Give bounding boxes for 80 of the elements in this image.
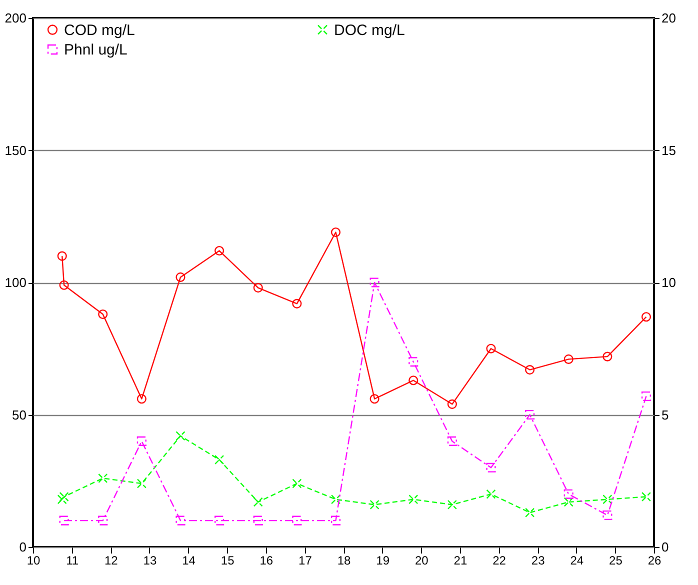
point bbox=[486, 462, 496, 472]
point bbox=[98, 309, 108, 320]
point bbox=[176, 516, 186, 526]
point bbox=[253, 283, 263, 293]
point bbox=[59, 516, 69, 526]
x-tick-label: 23 bbox=[531, 554, 546, 568]
point bbox=[370, 394, 380, 404]
point bbox=[408, 494, 418, 504]
y2-tick-label: 5 bbox=[662, 407, 669, 422]
point bbox=[602, 510, 612, 520]
x-tick-label: 26 bbox=[648, 554, 662, 568]
point bbox=[136, 478, 146, 488]
x-tick-label: 13 bbox=[143, 554, 157, 568]
y2-tick-label: 0 bbox=[662, 540, 669, 554]
y2-tick-label: 20 bbox=[662, 10, 676, 26]
point bbox=[330, 227, 341, 238]
point bbox=[330, 516, 341, 526]
x-tick-label: 18 bbox=[337, 554, 351, 568]
point bbox=[370, 278, 380, 288]
y-tick-label: 200 bbox=[4, 10, 26, 26]
point bbox=[564, 489, 574, 499]
point bbox=[408, 376, 418, 386]
y-tick-label: 50 bbox=[12, 407, 26, 422]
point bbox=[176, 431, 186, 441]
point bbox=[214, 454, 224, 464]
x-tick-label: 12 bbox=[104, 554, 118, 568]
point bbox=[292, 478, 302, 488]
point bbox=[214, 516, 224, 526]
point bbox=[98, 473, 108, 484]
point bbox=[253, 516, 263, 526]
point bbox=[136, 436, 146, 446]
point bbox=[447, 399, 457, 409]
x-tick-label: 10 bbox=[26, 554, 40, 568]
legend-label: DOC mg/L bbox=[334, 22, 405, 39]
x-tick-label: 17 bbox=[298, 554, 312, 568]
legend-label: Phnl ug/L bbox=[64, 42, 128, 58]
point bbox=[564, 354, 574, 364]
x-tick-label: 21 bbox=[454, 554, 468, 568]
x-tick-label: 16 bbox=[260, 554, 274, 568]
point bbox=[253, 497, 263, 507]
x-tick-label: 25 bbox=[609, 554, 623, 568]
point bbox=[408, 357, 418, 367]
point bbox=[564, 497, 574, 507]
point bbox=[57, 251, 67, 261]
point bbox=[447, 500, 457, 510]
point bbox=[525, 410, 535, 420]
point bbox=[136, 394, 146, 404]
point bbox=[330, 494, 341, 504]
x-tick-label: 15 bbox=[220, 554, 235, 568]
point bbox=[214, 246, 224, 256]
point bbox=[641, 391, 652, 402]
point bbox=[525, 365, 535, 375]
point bbox=[641, 312, 652, 322]
x-tick-label: 11 bbox=[66, 554, 79, 568]
point bbox=[57, 494, 67, 504]
y2-tick-label: 15 bbox=[662, 142, 676, 158]
legend-label: COD mg/L bbox=[64, 22, 135, 39]
point bbox=[370, 500, 380, 510]
x-tick-label: 24 bbox=[570, 554, 584, 568]
x-tick-label: 22 bbox=[492, 554, 506, 568]
point bbox=[292, 298, 302, 308]
point bbox=[292, 516, 302, 526]
point bbox=[486, 489, 496, 499]
point bbox=[602, 494, 612, 504]
point bbox=[602, 352, 612, 362]
y-tick-label: 150 bbox=[4, 142, 26, 158]
x-tick-label: 20 bbox=[414, 554, 429, 568]
x-tick-label: 19 bbox=[376, 554, 390, 568]
point bbox=[641, 492, 652, 502]
y-tick-label: 0 bbox=[19, 540, 26, 554]
point bbox=[447, 436, 457, 446]
x-tick-label: 14 bbox=[182, 554, 196, 568]
point bbox=[486, 344, 496, 354]
point bbox=[59, 492, 69, 502]
y-tick-label: 100 bbox=[4, 275, 26, 290]
y2-tick-label: 10 bbox=[662, 275, 676, 290]
point bbox=[59, 280, 69, 290]
point bbox=[176, 272, 186, 282]
point bbox=[98, 516, 108, 526]
point bbox=[525, 508, 535, 518]
